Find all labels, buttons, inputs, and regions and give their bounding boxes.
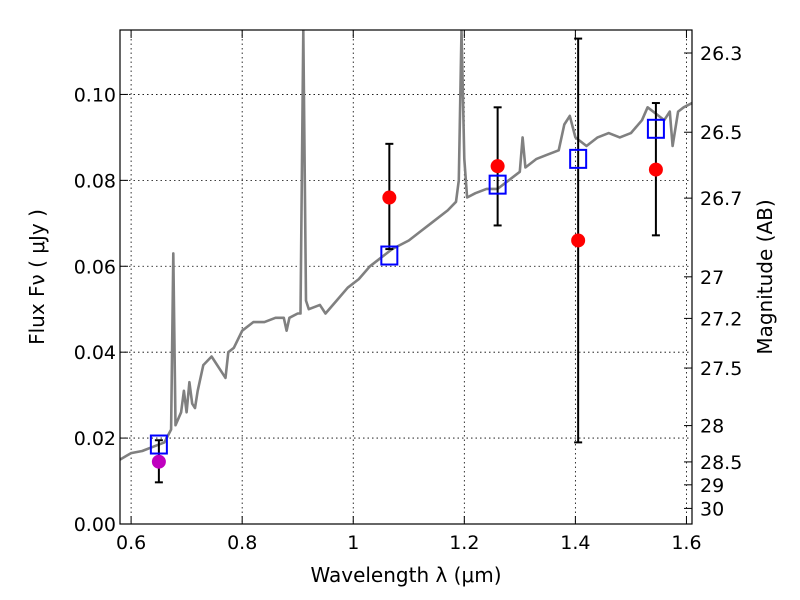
ticks — [120, 30, 692, 525]
model-photometry-square — [380, 245, 399, 266]
y-axis-title: Flux Fν ( μJy ) — [25, 209, 49, 345]
y-tick-label: 0.06 — [74, 256, 116, 278]
y-tick-label: 0.00 — [74, 514, 116, 536]
mag-tick-label: 28 — [700, 416, 724, 438]
tick-labels: 0.6 0.8 1 1.2 1.4 1.6 0.00 0.02 0.04 0.06 0.08 0.10… — [74, 43, 743, 554]
y2-axis-title: Magnitude (AB) — [753, 199, 777, 354]
mag-tick-label: 27.5 — [700, 358, 742, 380]
x-tick-label: 1.2 — [449, 532, 479, 554]
mag-tick-label: 26.5 — [700, 122, 742, 144]
model-spectrum-layer — [120, 30, 692, 461]
grid — [120, 30, 692, 525]
observed-point — [490, 159, 505, 174]
photometry-layer — [149, 37, 665, 484]
plot-frame — [119, 29, 693, 525]
mag-tick-label: 28.5 — [700, 452, 742, 474]
model-photometry-square — [569, 148, 588, 169]
observed-point — [648, 162, 663, 177]
y-tick-label: 0.10 — [74, 84, 116, 106]
model-photometry-square — [488, 174, 507, 195]
x-tick-label: 0.6 — [116, 532, 146, 554]
model-photometry-square — [646, 118, 665, 139]
x-tick-label: 1 — [347, 532, 359, 554]
x-tick-label: 1.4 — [560, 532, 590, 554]
observed-point — [571, 233, 586, 248]
mag-tick-label: 26.3 — [700, 43, 742, 65]
y-tick-label: 0.04 — [74, 342, 116, 364]
mag-tick-label: 30 — [700, 498, 724, 520]
x-tick-label: 1.6 — [671, 532, 701, 554]
observed-point — [382, 190, 397, 205]
y-tick-label: 0.08 — [74, 170, 116, 192]
x-tick-label: 0.8 — [227, 532, 257, 554]
mag-tick-label: 29 — [700, 475, 724, 497]
model-photometry-square — [149, 434, 168, 455]
mag-tick-label: 26.7 — [700, 188, 742, 210]
model-spectrum-line — [120, 30, 692, 461]
y-tick-label: 0.02 — [74, 428, 116, 450]
x-axis-title: Wavelength λ (μm) — [310, 563, 501, 587]
observed-point — [151, 454, 166, 469]
mag-tick-label: 27 — [700, 267, 724, 289]
mag-tick-label: 27.2 — [700, 308, 742, 330]
